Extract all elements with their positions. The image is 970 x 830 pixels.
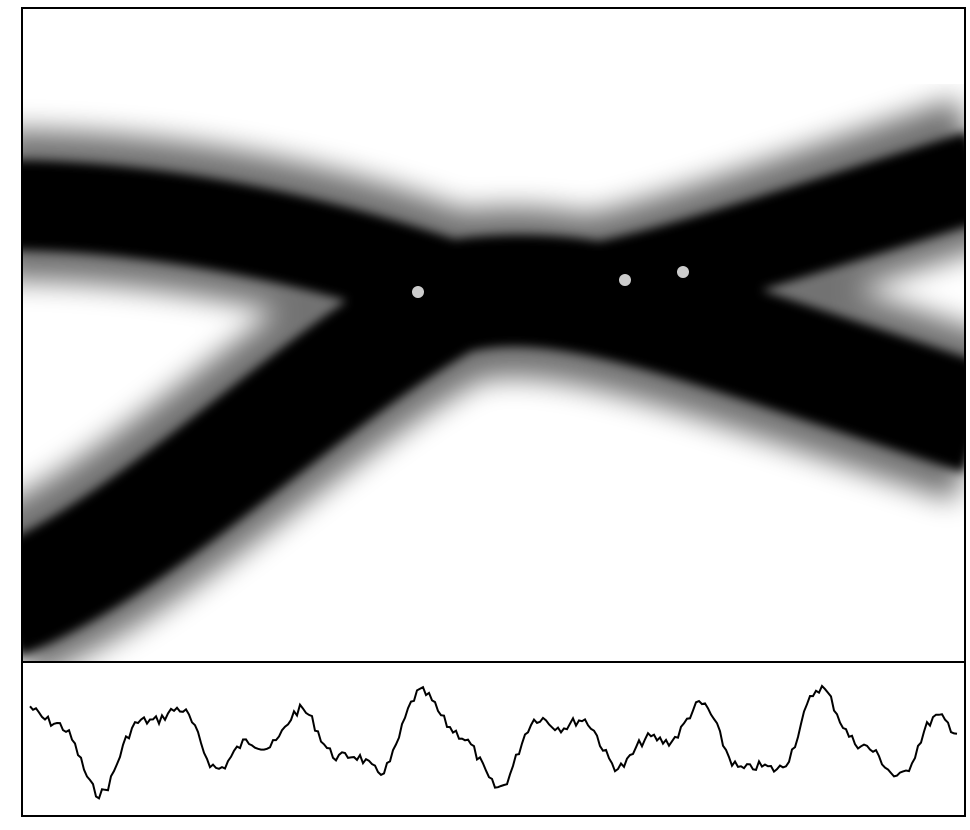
crossing-spot <box>412 286 424 298</box>
crossing-spot <box>677 266 689 278</box>
page: {} (() => { const data = JSON.pars <box>0 0 970 830</box>
crossing-spot <box>619 274 631 286</box>
figure <box>0 0 970 830</box>
